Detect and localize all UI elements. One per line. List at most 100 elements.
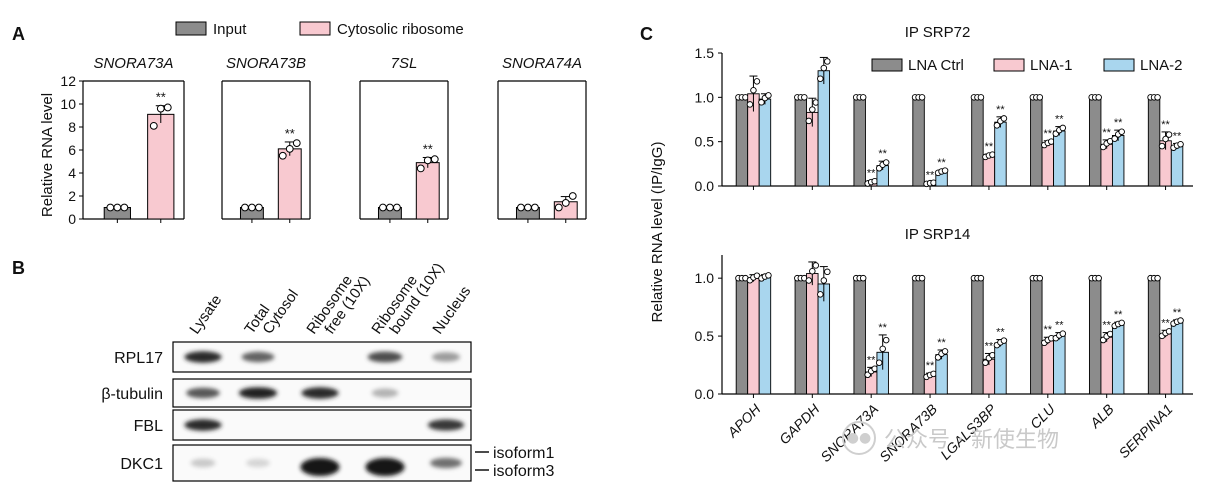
point-c-0-1-2-1 (820, 64, 828, 72)
sig-c-1-4-1: ** (985, 340, 994, 352)
bar-group-c-0-1-0 (794, 94, 808, 187)
point-c-1-0-2-2 (765, 272, 772, 279)
bar-c-1-1-0 (794, 277, 808, 395)
point-a-3-1-1 (561, 199, 570, 207)
point-c-0-7-2-2 (1177, 140, 1184, 148)
point-c-0-2-2-2 (882, 159, 890, 166)
bar-group-c-1-1-1 (805, 261, 820, 395)
band-0-0 (184, 351, 222, 363)
subplot-title-a-0: SNORA73A (93, 55, 173, 72)
point-a-3-1-2 (568, 192, 577, 200)
legend-swatch-lna1 (993, 58, 1025, 72)
sig-c-0-6-1: ** (1102, 127, 1111, 139)
panel-label-b: B (12, 258, 25, 278)
bar-group-c-0-5-2: ** (1052, 114, 1067, 187)
ytick-label-c-0-0: 0.0 (695, 178, 715, 194)
point-c-0-6-2-2 (1118, 128, 1125, 135)
bar-group-c-0-6-0 (1088, 94, 1102, 187)
point-c-1-7-0-2 (1154, 274, 1161, 282)
blot-row-2: FBL (134, 409, 472, 441)
point-c-0-4-0-2 (977, 94, 985, 101)
ylabel-c: Relative RNA level (IP/IgG) (649, 142, 666, 323)
sig-c-0-4-2: ** (996, 104, 1005, 116)
blot-row-label-0: RPL17 (114, 350, 163, 367)
blot-bands-0 (184, 351, 461, 363)
bar-c-0-7-0 (1147, 96, 1161, 187)
bar-group-c-1-2-0 (852, 274, 867, 395)
point-c-1-6-2-2 (1118, 319, 1125, 327)
ytick-label-a-5: 10 (60, 96, 76, 112)
bar-c-1-4-0 (971, 277, 984, 395)
point-c-1-4-1-0 (982, 359, 989, 366)
bar-group-c-0-7-0 (1147, 94, 1161, 187)
legend-label-lna1: LNA-1 (1030, 57, 1073, 74)
point-c-0-4-2-2 (1000, 115, 1008, 122)
panel-label-a: A (12, 24, 25, 44)
sig-c-1-3-1: ** (926, 360, 935, 372)
category-label-6: ALB (1086, 401, 1117, 432)
category-label-0: APOH (723, 400, 764, 441)
point-c-1-2-2-0 (875, 359, 883, 366)
bar-group-c-1-0-1 (746, 272, 761, 395)
band-2-4 (427, 419, 465, 431)
bar-c-0-0-0 (735, 96, 749, 187)
band-1-3 (371, 388, 399, 398)
point-a-1-1-1 (285, 144, 294, 153)
bar-c-1-1-1 (806, 273, 819, 395)
legend-swatch-input (175, 21, 207, 36)
category-label-1: GAPDH (776, 400, 823, 447)
sig-c-1-5-2: ** (1055, 320, 1064, 332)
legend-label-lna-ctrl: LNA Ctrl (908, 57, 964, 74)
bar-c-1-2-0 (853, 277, 866, 395)
subplot-title-c-1: IP SRP14 (905, 226, 971, 243)
point-c-1-1-2-1 (820, 277, 828, 284)
subplot-a-1: SNORA73B ** (221, 55, 311, 223)
isoform1-label: isoform1 (493, 445, 554, 462)
ytick-label-a-3: 6 (68, 142, 76, 158)
point-a-2-0-0 (379, 203, 387, 212)
bar-c-0-7-2 (1170, 145, 1184, 187)
bar-c-1-6-1 (1100, 336, 1113, 395)
ytick-label-a-4: 8 (68, 119, 76, 135)
subplot-title-c-0: IP SRP72 (905, 24, 971, 41)
point-c-0-6-2-0 (1111, 135, 1118, 142)
point-a-3-0-1 (524, 203, 532, 212)
band-3-1 (246, 458, 270, 468)
point-c-1-2-0-2 (859, 274, 867, 282)
point-c-0-2-0-2 (859, 94, 867, 101)
blot-row-0: RPL17 (114, 341, 472, 373)
blot-row-1: β-tubulin (101, 378, 472, 408)
bar-c-1-5-2 (1053, 335, 1066, 395)
sig-c-0-3-2: ** (937, 157, 946, 169)
band-0-4 (431, 352, 461, 362)
point-c-0-7-0-2 (1154, 94, 1161, 101)
sig-c-1-3-2: ** (937, 337, 946, 349)
ytick-label-c-1-1: 0.5 (695, 328, 715, 344)
point-c-1-1-2-0 (817, 291, 824, 298)
blot-strip-0 (172, 341, 472, 373)
point-c-1-5-0-2 (1036, 274, 1044, 282)
subplot-title-a-3: SNORA74A (502, 55, 582, 72)
bar-group-c-1-6-2: ** (1111, 309, 1125, 395)
bar-c-1-0-0 (735, 277, 749, 395)
bar-group-c-0-2-2: ** (875, 148, 890, 187)
blot-bands-1 (186, 387, 399, 399)
panel-a-charts: 024681012SNORA73A**SNORA73B**7SL**SNORA7… (60, 55, 587, 227)
bar-c-1-7-0 (1147, 277, 1161, 395)
legend-label-ribosome: Cytosolic ribosome (337, 21, 464, 38)
sig-c-0-5-2: ** (1055, 114, 1064, 126)
bar-c-0-6-0 (1088, 96, 1102, 187)
legend-c: LNA Ctrl LNA-1 LNA-2 (871, 57, 1183, 74)
ytick-label-a-2: 4 (68, 165, 76, 181)
sig-c-1-2-2: ** (878, 322, 887, 334)
watermark-text: 公众号 · 新使生物 (884, 428, 1059, 453)
point-c-1-3-2-2 (941, 348, 949, 355)
point-c-0-0-2-2 (765, 92, 772, 99)
point-c-1-4-2-2 (1000, 337, 1008, 344)
lane-label-0-0: Lysate (186, 292, 225, 337)
point-c-1-5-2-2 (1059, 330, 1067, 337)
bar-c-0-5-1 (1041, 142, 1055, 187)
bar-c-0-4-1 (982, 155, 996, 187)
point-c-1-1-1-2 (812, 262, 820, 269)
sig-c-1-7-1: ** (1161, 317, 1170, 329)
